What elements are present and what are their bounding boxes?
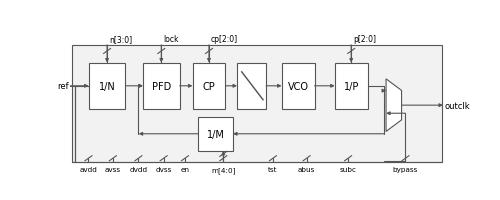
Text: dvdd: dvdd [130,166,148,172]
Text: en: en [180,166,190,172]
Bar [282,63,314,109]
Text: p[2:0]: p[2:0] [353,35,376,44]
Text: ref: ref [58,82,69,91]
Text: dvss: dvss [156,166,172,172]
Bar [192,63,226,109]
Text: cp[2:0]: cp[2:0] [211,35,238,44]
Text: m[4:0]: m[4:0] [211,166,236,173]
Text: 1/M: 1/M [206,129,224,139]
Text: subc: subc [340,166,356,172]
Text: 1/N: 1/N [98,81,116,91]
Text: bypass: bypass [393,166,418,172]
Bar [72,46,442,163]
Text: avdd: avdd [80,166,98,172]
Bar [334,63,368,109]
Bar [88,63,126,109]
Bar [237,63,266,109]
Text: lock: lock [163,35,179,44]
Text: 1/P: 1/P [344,81,359,91]
Text: CP: CP [202,81,215,91]
Bar [198,117,233,151]
Text: avss: avss [105,166,121,172]
Polygon shape [386,79,402,132]
Text: abus: abus [298,166,316,172]
Text: n[3:0]: n[3:0] [109,35,132,44]
Bar [143,63,180,109]
Text: tst: tst [268,166,278,172]
Text: VCO: VCO [288,81,308,91]
Text: PFD: PFD [152,81,171,91]
Text: outclk: outclk [444,101,470,110]
